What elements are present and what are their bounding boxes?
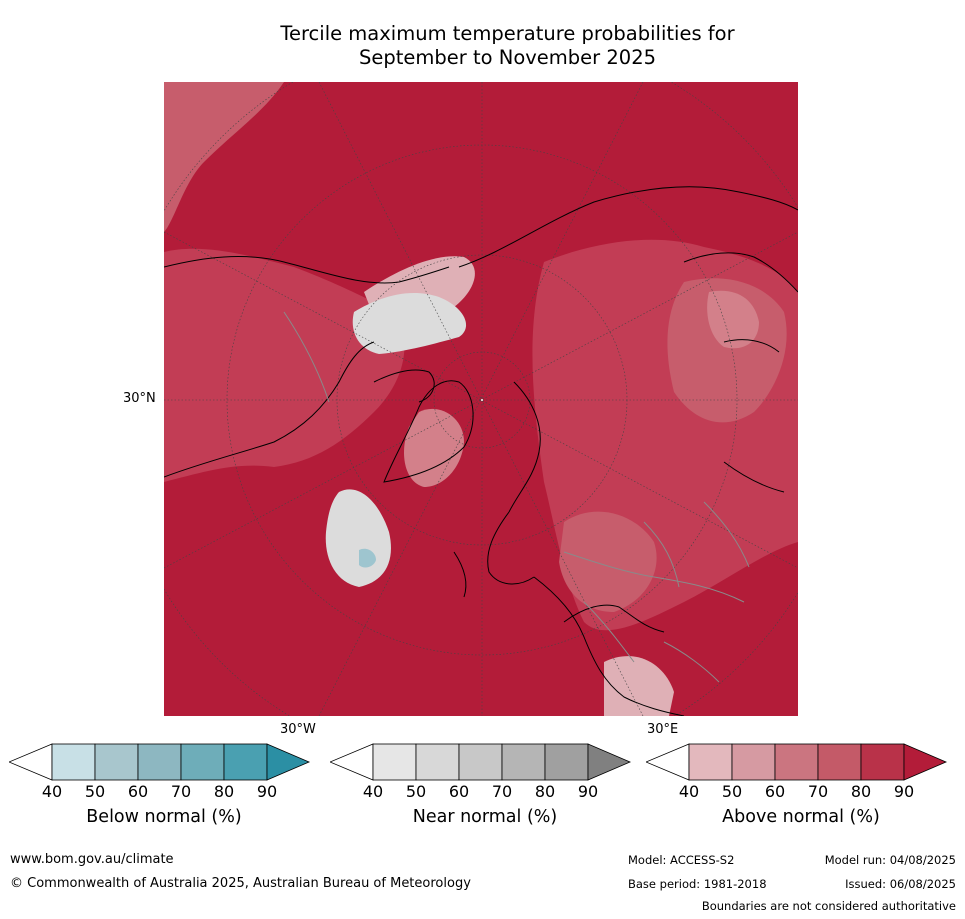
north-pole-marker bbox=[481, 399, 483, 401]
colorbar-tick-label: 60 bbox=[764, 782, 786, 801]
colorbar-bin bbox=[731, 743, 776, 781]
colorbar-svg bbox=[9, 743, 311, 781]
colorbar-bin bbox=[137, 743, 182, 781]
colorbar-tick-label: 70 bbox=[491, 782, 513, 801]
colorbar-tick-label: 80 bbox=[850, 782, 872, 801]
probability-map bbox=[164, 82, 798, 716]
colorbar-tick-label: 60 bbox=[448, 782, 470, 801]
colorbar-tick-label: 60 bbox=[127, 782, 149, 801]
borders bbox=[283, 311, 750, 683]
colorbar-label: Below normal (%) bbox=[86, 807, 242, 827]
map-svg bbox=[164, 82, 798, 716]
colorbar-bin bbox=[860, 743, 905, 781]
lon-label-30e: 30°E bbox=[647, 722, 679, 737]
colorbar-tick-label: 70 bbox=[170, 782, 192, 801]
colorbar-tick-label: 90 bbox=[893, 782, 915, 801]
colorbar-tick-label: 40 bbox=[678, 782, 700, 801]
colorbar-extend-high bbox=[903, 743, 948, 781]
colorbar-below-normal: 40 50 60 70 80 90 Below normal (%) bbox=[9, 743, 319, 853]
lon-label-30w: 30°W bbox=[280, 722, 316, 737]
model-run-text: Model run: 04/08/2025 bbox=[824, 853, 956, 867]
colorbar-label: Above normal (%) bbox=[722, 807, 880, 827]
region-asia-70 bbox=[667, 278, 787, 423]
colorbar-extend-low bbox=[646, 743, 690, 781]
colorbar-tick-label: 50 bbox=[405, 782, 427, 801]
colorbar-svg bbox=[330, 743, 632, 781]
colorbar-bin bbox=[415, 743, 460, 781]
disclaimer-text: Boundaries are not considered authoritat… bbox=[701, 899, 956, 913]
region-europe-70 bbox=[559, 511, 657, 612]
graticule bbox=[164, 82, 798, 716]
colorbar-tick-label: 50 bbox=[84, 782, 106, 801]
title-line-1: Tercile maximum temperature probabilitie… bbox=[280, 22, 735, 45]
colorbar-svg bbox=[646, 743, 948, 781]
lat-label-30n: 30°N bbox=[123, 391, 156, 406]
colorbar-bin bbox=[180, 743, 225, 781]
colorbar-tick-label: 50 bbox=[721, 782, 743, 801]
colorbar-above-normal: 40 50 60 70 80 90 Above normal (%) bbox=[646, 743, 956, 853]
colorbar-label: Near normal (%) bbox=[412, 807, 558, 827]
base-period-text: Base period: 1981-2018 bbox=[628, 877, 767, 891]
copyright-text: © Commonwealth of Australia 2025, Austra… bbox=[10, 876, 471, 891]
region-north-america-80 bbox=[164, 248, 405, 482]
website-text: www.bom.gov.au/climate bbox=[10, 852, 174, 867]
colorbar-tick-label: 40 bbox=[41, 782, 63, 801]
region-atlantic-below-normal bbox=[359, 548, 376, 568]
colorbar-bin bbox=[223, 743, 268, 781]
colorbar-tick-label: 70 bbox=[807, 782, 829, 801]
colorbar-tick-label: 80 bbox=[534, 782, 556, 801]
colorbar-tick-label: 90 bbox=[577, 782, 599, 801]
colorbar-bin bbox=[544, 743, 589, 781]
colorbar-bin bbox=[372, 743, 417, 781]
colorbar-extend-high bbox=[266, 743, 311, 781]
colorbar-extend-low bbox=[330, 743, 374, 781]
region-north-pacific-70 bbox=[164, 82, 284, 232]
colorbar-tick-label: 40 bbox=[362, 782, 384, 801]
colorbar-near-normal: 40 50 60 70 80 90 Near normal (%) bbox=[330, 743, 640, 853]
title-line-2: September to November 2025 bbox=[358, 46, 657, 69]
colorbar-bin bbox=[51, 743, 96, 781]
region-asia-60 bbox=[707, 290, 759, 349]
coastlines bbox=[164, 186, 798, 716]
colorbar-tick-label: 90 bbox=[256, 782, 278, 801]
issued-text: Issued: 06/08/2025 bbox=[845, 877, 956, 891]
region-canada-near-normal bbox=[352, 292, 467, 354]
colorbar-bin bbox=[817, 743, 862, 781]
colorbar-bin bbox=[774, 743, 819, 781]
colorbar-bin bbox=[458, 743, 503, 781]
colorbar-bin bbox=[501, 743, 546, 781]
colorbar-bin bbox=[688, 743, 733, 781]
colorbar-extend-high bbox=[587, 743, 632, 781]
region-greenland-60 bbox=[404, 408, 464, 487]
region-europe-south-50 bbox=[604, 656, 674, 716]
colorbar-extend-low bbox=[9, 743, 53, 781]
chart-title: Tercile maximum temperature probabilitie… bbox=[160, 22, 855, 70]
colorbar-tick-label: 80 bbox=[213, 782, 235, 801]
colorbar-bin bbox=[94, 743, 139, 781]
model-text: Model: ACCESS-S2 bbox=[628, 853, 735, 867]
